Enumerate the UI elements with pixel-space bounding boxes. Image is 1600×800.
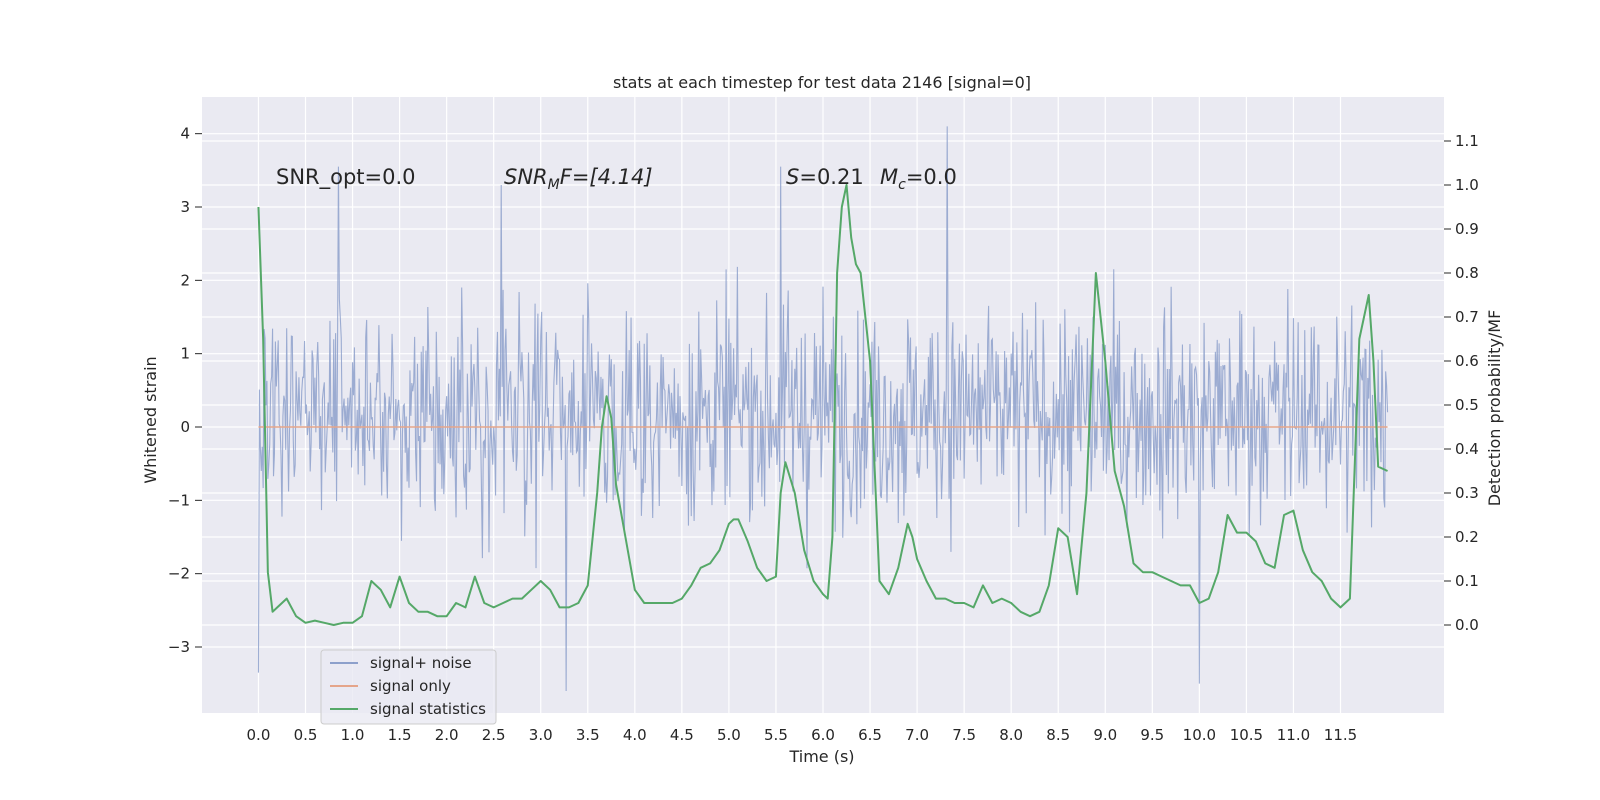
x-tick-label: 2.0	[435, 726, 459, 744]
x-tick-label: 10.0	[1183, 726, 1216, 744]
x-tick-label: 11.0	[1277, 726, 1310, 744]
snr-mf-sub: M	[548, 177, 560, 193]
chart-title: stats at each timestep for test data 214…	[613, 73, 1031, 92]
x-tick-label: 8.0	[999, 726, 1023, 744]
left-y-axis-ticks: −3 −2 −1 0 1 2 3 4	[168, 125, 202, 656]
left-y-tick-label: 1	[180, 345, 190, 363]
x-tick-label: 8.5	[1046, 726, 1070, 744]
left-y-tick-label: −2	[168, 565, 190, 583]
right-y-tick-label: 0.8	[1455, 264, 1479, 282]
left-y-tick-label: 3	[180, 198, 190, 216]
legend-label-signal-only: signal only	[370, 677, 451, 695]
right-y-tick-label: 1.0	[1455, 176, 1479, 194]
x-tick-label: 7.5	[952, 726, 976, 744]
x-tick-label: 11.5	[1324, 726, 1357, 744]
left-y-tick-label: 4	[180, 125, 190, 143]
right-y-tick-label: 0.7	[1455, 308, 1479, 326]
line-series	[257, 184, 1388, 626]
x-tick-label: 0.5	[294, 726, 318, 744]
x-tick-label: 0.0	[247, 726, 271, 744]
x-axis-label: Time (s)	[788, 747, 854, 766]
right-y-tick-label: 1.1	[1455, 132, 1479, 150]
grid	[202, 97, 1444, 713]
left-y-tick-label: −1	[168, 491, 190, 509]
x-tick-label: 1.5	[388, 726, 412, 744]
right-y-tick-label: 0.6	[1455, 352, 1479, 370]
left-y-axis-label: Whitened strain	[141, 356, 160, 483]
x-tick-label: 9.0	[1093, 726, 1117, 744]
legend-label-signal-statistics: signal statistics	[370, 700, 486, 718]
legend-box	[320, 649, 497, 725]
snr-mf-main: SNR	[504, 165, 548, 189]
annotation-mc: Mc=0.0	[880, 165, 957, 193]
right-y-tick-label: 0.5	[1455, 396, 1479, 414]
x-tick-label: 5.5	[764, 726, 788, 744]
signal-noise-line	[257, 126, 1389, 692]
x-tick-label: 9.5	[1140, 726, 1164, 744]
x-axis-ticks: 0.0 0.5 1.0 1.5 2.0 2.5 3.0 3.5 4.0 4.5 5.0 5.5 6.0 6…	[247, 726, 1358, 744]
right-y-axis-ticks: 0.0 0.1 0.2 0.3 0.4 0.5 0.6 0.7 0.8 0.9 1.0 1.1	[1444, 132, 1479, 634]
x-tick-label: 1.0	[341, 726, 365, 744]
x-tick-label: 10.5	[1230, 726, 1263, 744]
left-y-tick-label: 2	[180, 271, 190, 289]
s-rest: =0.21	[799, 165, 863, 189]
right-y-tick-label: 0.2	[1455, 528, 1479, 546]
left-y-tick-label: −3	[168, 638, 190, 656]
right-y-tick-label: 0.3	[1455, 484, 1479, 502]
signal-statistics-line	[257, 184, 1388, 626]
right-y-tick-label: 0.4	[1455, 440, 1479, 458]
x-tick-label: 6.5	[858, 726, 882, 744]
x-tick-label: 3.0	[529, 726, 553, 744]
mc-rest: =0.0	[906, 165, 957, 189]
annotation-snr-opt: SNR_opt=0.0	[276, 165, 416, 190]
annotation-s: S=0.21	[786, 165, 864, 189]
mc-main: M	[880, 165, 898, 189]
left-y-tick-label: 0	[180, 418, 190, 436]
legend: signal+ noise signal only signal statist…	[320, 649, 497, 725]
s-main: S	[786, 165, 799, 189]
right-y-tick-label: 0.9	[1455, 220, 1479, 238]
x-tick-label: 4.0	[623, 726, 647, 744]
x-tick-label: 6.0	[811, 726, 835, 744]
right-y-tick-label: 0.1	[1455, 572, 1479, 590]
mc-sub: c	[898, 177, 906, 193]
x-tick-label: 4.5	[670, 726, 694, 744]
snr-mf-rest: F=[4.14]	[560, 165, 653, 189]
right-y-axis-label: Detection probability/MF	[1485, 310, 1504, 507]
x-tick-label: 7.0	[905, 726, 929, 744]
signal-noise-series	[257, 126, 1389, 692]
x-tick-label: 2.5	[482, 726, 506, 744]
right-y-tick-label: 0.0	[1455, 616, 1479, 634]
x-tick-label: 3.5	[576, 726, 600, 744]
annotation-snr-mf: SNRMF=[4.14]	[504, 165, 653, 193]
legend-label-signal-noise: signal+ noise	[370, 654, 472, 672]
x-tick-label: 5.0	[717, 726, 741, 744]
